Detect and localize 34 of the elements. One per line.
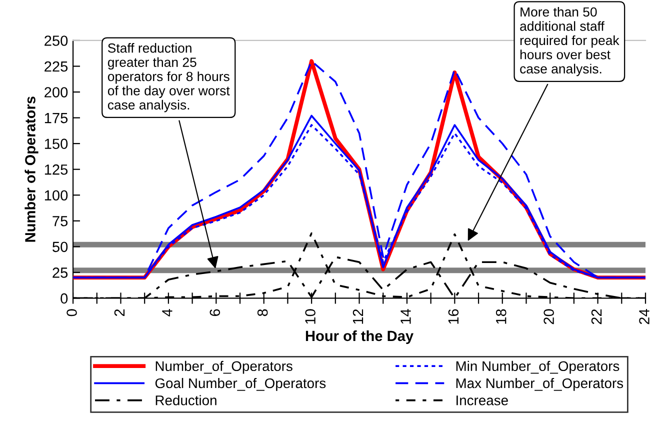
x-tick-label: 2 <box>114 309 125 316</box>
y-tick-label: 25 <box>52 268 68 278</box>
x-tick-label: 8 <box>257 309 268 316</box>
x-axis-title: Hour of the Day <box>306 330 414 344</box>
x-tick-label: 0 <box>66 309 77 316</box>
y-tick-label: 200 <box>44 87 68 98</box>
y-tick-label: 225 <box>44 61 68 72</box>
annotation: More than 50 additional staff required for peak hours over best case analysis. <box>520 6 620 76</box>
x-tick-label: 18 <box>496 309 506 324</box>
x-tick-label: 20 <box>544 309 554 324</box>
x-tick-label: 14 <box>400 309 411 324</box>
legend-label: Min Number_of_Operators <box>456 360 620 374</box>
x-tick-label: 16 <box>448 309 459 324</box>
legend-label: Max Number_of_Operators <box>456 378 624 391</box>
annotation: Staff reduction greater than 25 operators for 8 hours of the day over worst case analysis. <box>108 43 230 112</box>
x-tick-label: 10 <box>305 309 316 324</box>
x-tick-label: 22 <box>591 309 602 324</box>
y-tick-label: 150 <box>44 138 68 149</box>
y-tick-label: 0 <box>60 293 68 304</box>
y-axis-title: Number of Operators <box>24 96 38 242</box>
y-tick-label: 250 <box>44 36 68 46</box>
y-tick-label: 100 <box>44 190 68 201</box>
x-tick-label: 4 <box>162 309 172 316</box>
x-tick-label: 24 <box>639 309 650 324</box>
y-tick-label: 50 <box>52 242 68 252</box>
legend-label: Goal Number_of_Operators <box>155 378 326 391</box>
x-tick-label: 6 <box>210 309 220 316</box>
legend-label: Reduction <box>156 395 216 406</box>
y-tick-label: 125 <box>44 164 68 175</box>
legend-label: Increase <box>456 396 508 406</box>
y-tick-label: 75 <box>52 216 68 226</box>
y-tick-label: 175 <box>44 113 68 124</box>
x-tick-label: 12 <box>352 309 364 324</box>
legend-label: Number_of_Operators <box>156 360 292 374</box>
